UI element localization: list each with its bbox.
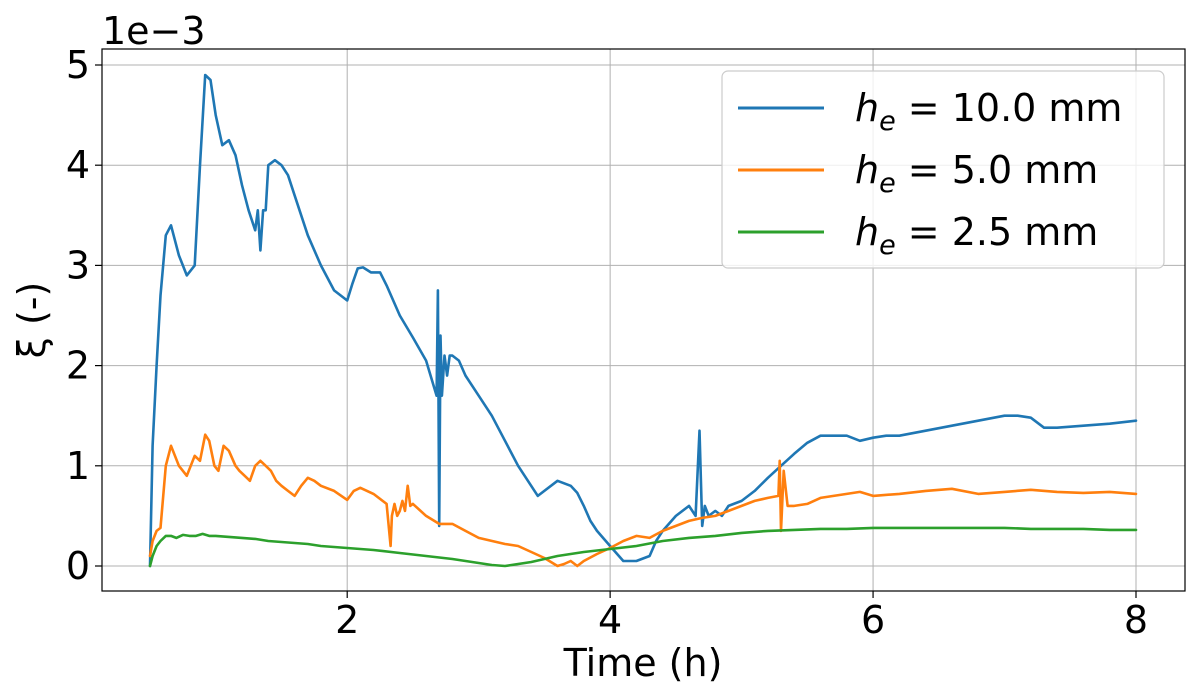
legend-label-1: he = 10.0 mm	[855, 86, 1122, 137]
legend-rest: = 10.0 mm	[896, 86, 1123, 130]
y-tick-label: 0	[66, 544, 90, 588]
legend-subscript: e	[879, 106, 896, 137]
x-tick-label: 2	[335, 598, 359, 642]
legend-rest: = 2.5 mm	[896, 210, 1099, 254]
x-axis-label: Time (h)	[563, 641, 723, 685]
y-axis-ticks: 0 1 2 3 4 5	[66, 43, 102, 588]
legend-var: h	[855, 210, 879, 254]
plot-area-frame	[101, 48, 1186, 592]
legend-label-2: he = 5.0 mm	[855, 148, 1098, 199]
y-tick-label: 3	[66, 243, 90, 287]
legend-subscript: e	[879, 230, 896, 261]
y-tick-label: 2	[66, 344, 90, 388]
x-tick-label: 6	[861, 598, 885, 642]
x-tick-label: 4	[598, 598, 622, 642]
y-tick-label: 4	[66, 143, 90, 187]
y-tick-label: 1	[66, 444, 90, 488]
x-axis-ticks: 2 4 6 8	[335, 591, 1148, 642]
legend-var: h	[855, 86, 879, 130]
series-line-2	[148, 433, 1138, 568]
legend-subscript: e	[879, 168, 896, 199]
series-line-1	[148, 73, 1138, 568]
legend-label-3: he = 2.5 mm	[855, 210, 1098, 261]
y-axis-label: ξ (-)	[10, 282, 54, 359]
legend-var: h	[855, 148, 879, 192]
legend-box	[721, 70, 1165, 269]
x-tick-label: 8	[1124, 598, 1148, 642]
series-line-3	[148, 526, 1138, 568]
y-tick-label: 5	[66, 43, 90, 87]
series-lines	[148, 73, 1138, 568]
y-axis-offset-label: 1e−3	[102, 9, 206, 53]
legend-rest: = 5.0 mm	[896, 148, 1099, 192]
